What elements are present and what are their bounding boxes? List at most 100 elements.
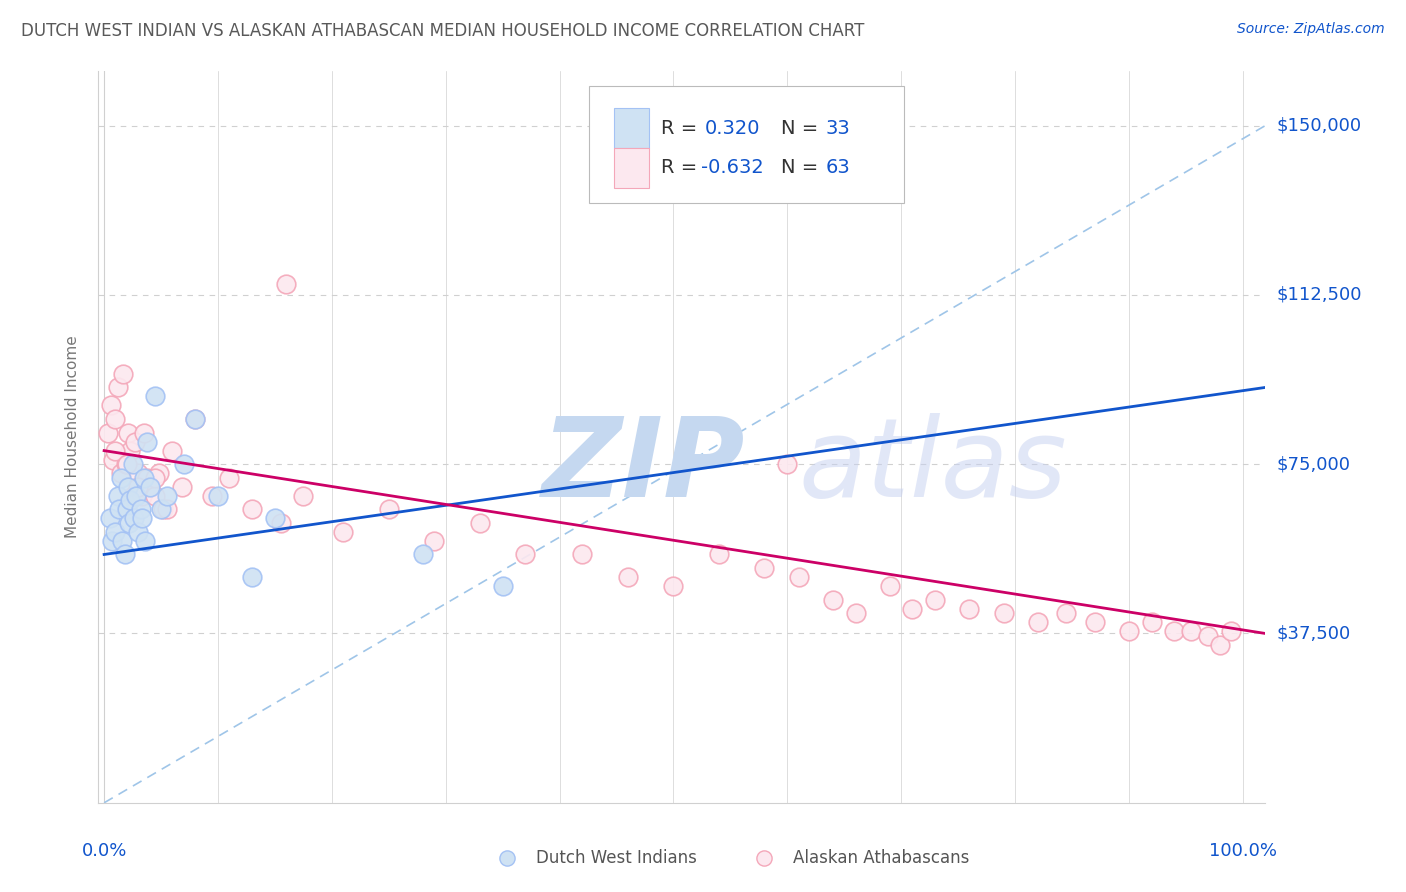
Point: [821, 592, 844, 607]
Point: [131, 489, 153, 503]
Point: [240, 502, 263, 516]
Point: [127, 466, 149, 480]
Text: 0.320: 0.320: [706, 119, 761, 138]
Point: [184, 412, 207, 426]
Point: [103, 452, 125, 467]
Point: [754, 561, 776, 575]
Point: [114, 548, 136, 562]
Point: [1118, 624, 1140, 639]
Point: [110, 466, 132, 480]
Point: [201, 489, 224, 503]
Point: [110, 471, 132, 485]
Point: [491, 579, 513, 593]
Point: [468, 516, 491, 530]
Point: [107, 489, 129, 503]
Point: [617, 570, 640, 584]
Point: [423, 533, 446, 548]
Text: 63: 63: [825, 159, 851, 178]
Point: [121, 457, 143, 471]
Point: [707, 548, 730, 562]
Point: [143, 489, 166, 503]
Text: R =: R =: [661, 119, 703, 138]
Point: [136, 471, 159, 485]
Point: [115, 457, 138, 471]
Point: [136, 434, 159, 449]
Point: [101, 533, 124, 548]
Point: [127, 524, 149, 539]
Point: [993, 606, 1015, 620]
Point: [132, 471, 155, 485]
Point: [742, 796, 765, 810]
Text: N =: N =: [782, 119, 824, 138]
Point: [124, 434, 146, 449]
Point: [132, 425, 155, 440]
Point: [218, 471, 240, 485]
Text: 33: 33: [825, 119, 851, 138]
Point: [332, 524, 354, 539]
Point: [879, 579, 901, 593]
Point: [131, 511, 153, 525]
Point: [162, 443, 184, 458]
Point: [156, 489, 179, 503]
Text: atlas: atlas: [799, 413, 1067, 520]
Text: $112,500: $112,500: [1277, 285, 1362, 304]
Point: [957, 601, 980, 615]
Point: [173, 457, 195, 471]
Point: [107, 380, 129, 394]
Point: [152, 502, 174, 516]
Point: [787, 570, 810, 584]
Text: Source: ZipAtlas.com: Source: ZipAtlas.com: [1237, 22, 1385, 37]
Point: [127, 480, 149, 494]
Text: 0.0%: 0.0%: [82, 842, 127, 860]
Point: [412, 548, 434, 562]
Point: [270, 516, 292, 530]
Point: [121, 489, 143, 503]
Point: [117, 425, 139, 440]
Point: [1026, 615, 1049, 630]
Text: DUTCH WEST INDIAN VS ALASKAN ATHABASCAN MEDIAN HOUSEHOLD INCOME CORRELATION CHAR: DUTCH WEST INDIAN VS ALASKAN ATHABASCAN …: [21, 22, 865, 40]
Point: [571, 548, 593, 562]
Text: N =: N =: [782, 159, 824, 178]
Point: [138, 480, 160, 494]
Point: [148, 466, 170, 480]
Text: $37,500: $37,500: [1277, 624, 1351, 642]
Point: [184, 412, 207, 426]
Point: [114, 457, 136, 471]
Point: [129, 502, 152, 516]
Point: [1180, 624, 1202, 639]
Text: Dutch West Indians: Dutch West Indians: [536, 848, 697, 867]
Point: [776, 457, 799, 471]
Point: [1220, 624, 1243, 639]
Point: [117, 480, 139, 494]
Point: [276, 277, 298, 291]
Point: [98, 511, 121, 525]
Point: [1084, 615, 1107, 630]
Point: [112, 367, 135, 381]
Text: Alaskan Athabascans: Alaskan Athabascans: [793, 848, 969, 867]
Point: [240, 570, 263, 584]
Point: [118, 516, 141, 530]
Point: [491, 796, 513, 810]
Point: [150, 502, 173, 516]
Point: [1198, 629, 1220, 643]
Point: [1163, 624, 1185, 639]
FancyBboxPatch shape: [589, 86, 904, 203]
Text: R =: R =: [661, 159, 703, 178]
Point: [264, 511, 287, 525]
Point: [901, 601, 924, 615]
Text: -0.632: -0.632: [700, 159, 763, 178]
Point: [111, 533, 134, 548]
Point: [1209, 638, 1232, 652]
Point: [104, 443, 127, 458]
Point: [120, 443, 142, 458]
Point: [377, 502, 399, 516]
Point: [515, 548, 537, 562]
Point: [292, 489, 315, 503]
Text: 100.0%: 100.0%: [1209, 842, 1277, 860]
Point: [924, 592, 946, 607]
Point: [1140, 615, 1163, 630]
Point: [104, 412, 127, 426]
Y-axis label: Median Household Income: Median Household Income: [65, 335, 80, 539]
Point: [100, 399, 122, 413]
FancyBboxPatch shape: [614, 148, 650, 188]
